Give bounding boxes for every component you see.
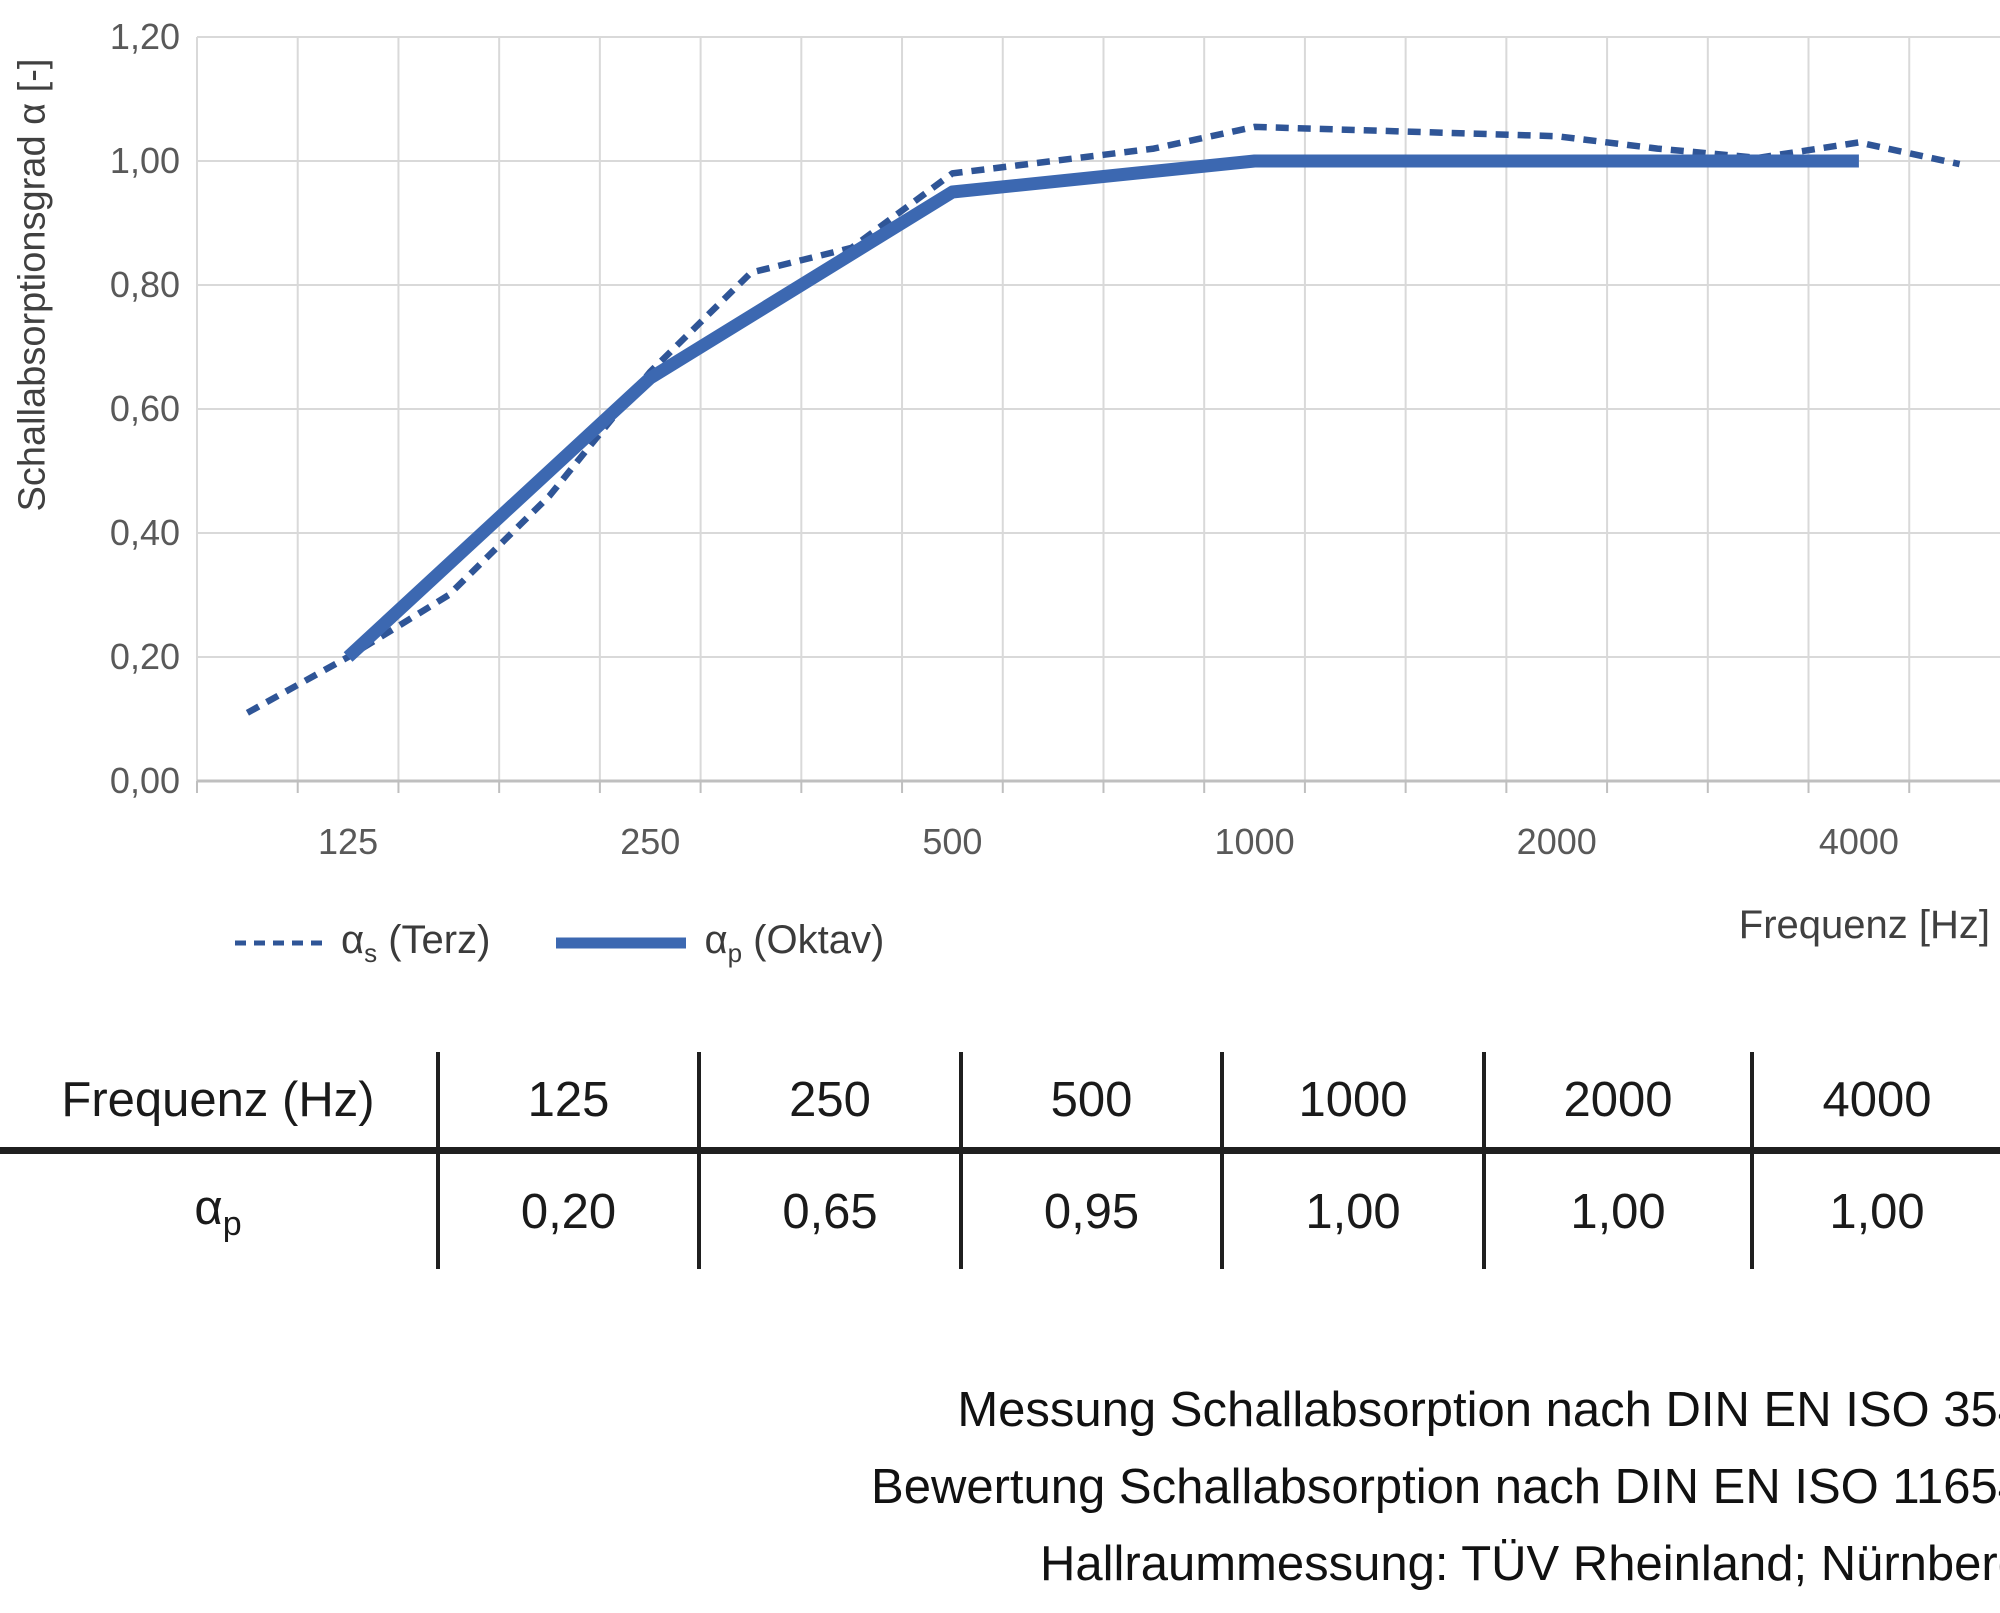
absorption-chart-svg	[196, 36, 2000, 793]
solid-line-swatch-icon	[556, 937, 687, 949]
y-axis-title: Schallabsorptionsgrad α [-]	[11, 58, 54, 512]
absorption-chart: Schallabsorptionsgrad α [-] Frequenz [Hz…	[11, 16, 2000, 979]
x-tick-label: 500	[922, 821, 983, 862]
x-tick-label: 250	[620, 821, 681, 862]
table-value-2000: 1,00	[1486, 1154, 1754, 1269]
table-header-4000: 4000	[1754, 1052, 2000, 1154]
dashed-line-swatch-icon	[235, 940, 323, 946]
legend-label-terz: αs (Terz)	[341, 917, 491, 968]
x-tick-label: 2000	[1516, 821, 1597, 862]
table-header-row: Frequenz (Hz) 125 250 500 1000 2000 4000	[0, 1052, 2000, 1154]
table-value-row: αp 0,20 0,65 0,95 1,00 1,00 1,00	[0, 1154, 2000, 1269]
footnote-test-lab: Hallraummessung: TÜV Rheinland; Nürnberg	[1039, 1537, 2000, 1591]
table-row-label-alpha-p: αp	[0, 1154, 440, 1269]
chart-legend: αs (Terz) αp (Oktav)	[233, 907, 884, 979]
table-header-125: 125	[440, 1052, 701, 1154]
table-header-frequency: Frequenz (Hz)	[0, 1052, 440, 1154]
footnote-rating-standard: Bewertung Schallabsorption nach DIN EN I…	[871, 1460, 2000, 1514]
y-tick-label: 0,20	[109, 636, 180, 677]
y-tick-label: 0,00	[109, 760, 180, 801]
x-tick-label: 4000	[1818, 821, 1899, 862]
table-header-2000: 2000	[1486, 1052, 1754, 1154]
table-value-125: 0,20	[440, 1154, 701, 1269]
x-tick-label: 1000	[1214, 821, 1295, 862]
legend-label-oktav: αp (Oktav)	[704, 917, 885, 968]
footnote-measurement-standard: Messung Schallabsorption nach DIN EN ISO…	[957, 1383, 2000, 1437]
legend-item-terz: αs (Terz)	[233, 918, 490, 969]
table-value-500: 0,95	[963, 1154, 1224, 1269]
footnote-block: Messung Schallabsorption nach DIN EN ISO…	[0, 1372, 2000, 1603]
absorption-table: Frequenz (Hz) 125 250 500 1000 2000 4000…	[0, 1052, 2000, 1269]
table-header-250: 250	[701, 1052, 963, 1154]
legend-item-oktav: αp (Oktav)	[554, 918, 884, 969]
y-tick-label: 0,80	[109, 264, 180, 305]
table-value-250: 0,65	[701, 1154, 963, 1269]
y-tick-label: 0,40	[109, 512, 180, 553]
table-value-4000: 1,00	[1829, 1184, 1925, 1239]
series-terz	[245, 123, 1961, 716]
x-axis-title: Frequenz [Hz]	[1738, 903, 1990, 947]
y-tick-label: 1,20	[109, 16, 180, 57]
x-tick-label: 125	[318, 821, 379, 862]
table-value-1000: 1,00	[1224, 1154, 1486, 1269]
y-tick-label: 0,60	[109, 388, 180, 429]
y-tick-label: 1,00	[109, 140, 180, 181]
table-header-1000: 1000	[1224, 1052, 1486, 1154]
series-oktav	[343, 154, 1859, 662]
table-header-500: 500	[963, 1052, 1224, 1154]
